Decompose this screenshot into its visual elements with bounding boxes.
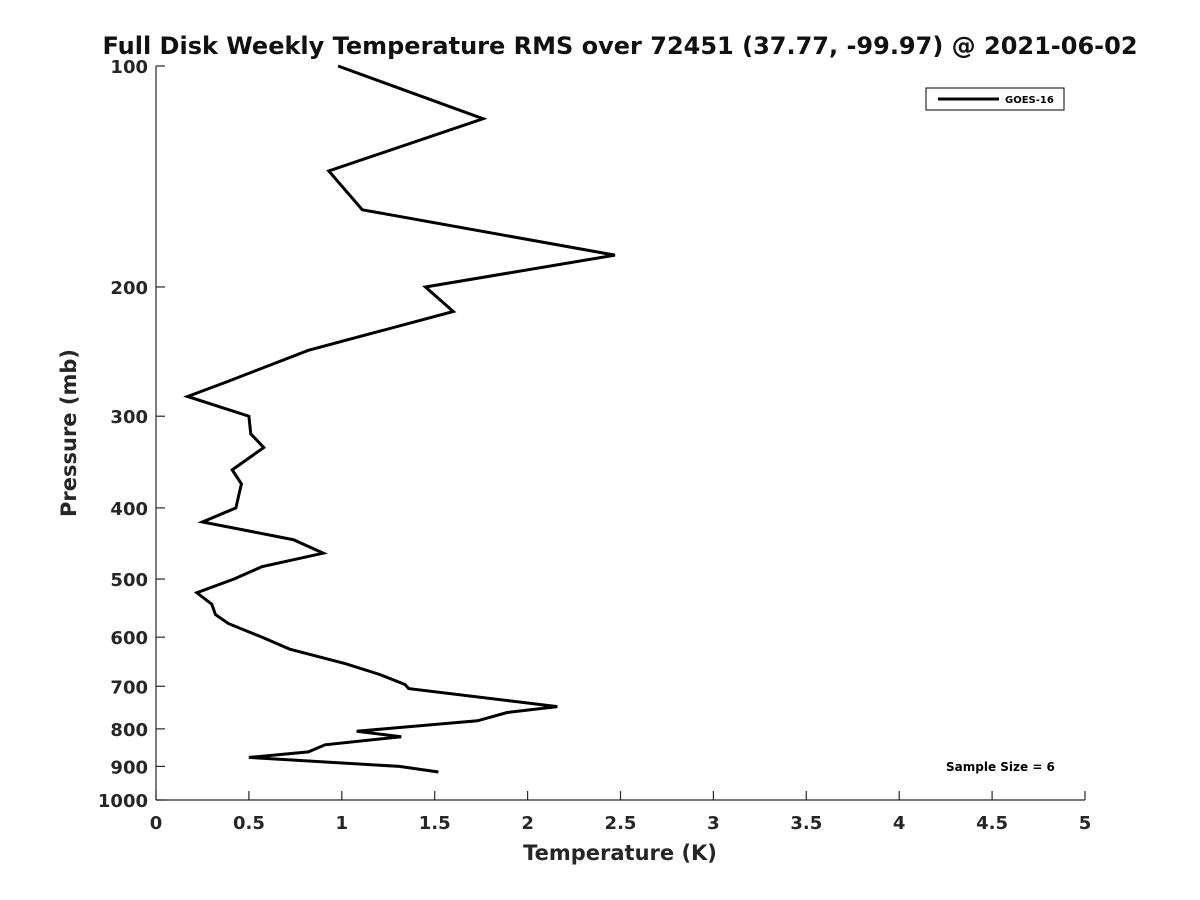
y-tick-label: 500 — [110, 570, 148, 591]
legend: GOES-16 — [925, 87, 1065, 111]
y-axis-label-group: Pressure (mb) — [57, 349, 81, 517]
x-tick-label: 0 — [150, 813, 163, 834]
legend-label-goes-16: GOES-16 — [1005, 95, 1054, 106]
y-axis-label: Pressure (mb) — [57, 349, 81, 517]
series-group — [183, 64, 616, 774]
x-tick-label: 0.5 — [233, 813, 265, 834]
y-tick-label: 700 — [110, 677, 148, 698]
y-tick-label: 300 — [110, 407, 148, 428]
x-tick-label: 3 — [707, 813, 720, 834]
x-tick-label: 5 — [1079, 813, 1092, 834]
x-tick-label: 2 — [521, 813, 534, 834]
x-tick-label: 2.5 — [605, 813, 637, 834]
y-tick-label: 100 — [110, 57, 148, 78]
series-line-goes-16 — [183, 64, 616, 774]
y-tick-label: 400 — [110, 499, 148, 520]
x-tick-label: 1.5 — [419, 813, 451, 834]
x-tick-label: 1 — [336, 813, 349, 834]
ticks-group: 0 0.5 1 1.5 2 2.5 3 3.5 4 4.5 5 100 200 300 400 500 600 7… — [98, 57, 1091, 834]
chart-title: Full Disk Weekly Temperature RMS over 72… — [102, 32, 1137, 60]
y-tick-label: 800 — [110, 720, 148, 741]
axes-group — [155, 66, 1085, 801]
x-axis-label: Temperature (K) — [523, 841, 717, 865]
y-tick-label: 900 — [110, 757, 148, 778]
y-tick-label: 600 — [110, 628, 148, 649]
x-tick-label: 3.5 — [790, 813, 822, 834]
x-tick-label: 4.5 — [976, 813, 1008, 834]
y-tick-label: 1000 — [98, 791, 148, 812]
y-tick-label: 200 — [110, 278, 148, 299]
sample-size-annotation: Sample Size = 6 — [946, 760, 1055, 774]
x-tick-label: 4 — [893, 813, 906, 834]
